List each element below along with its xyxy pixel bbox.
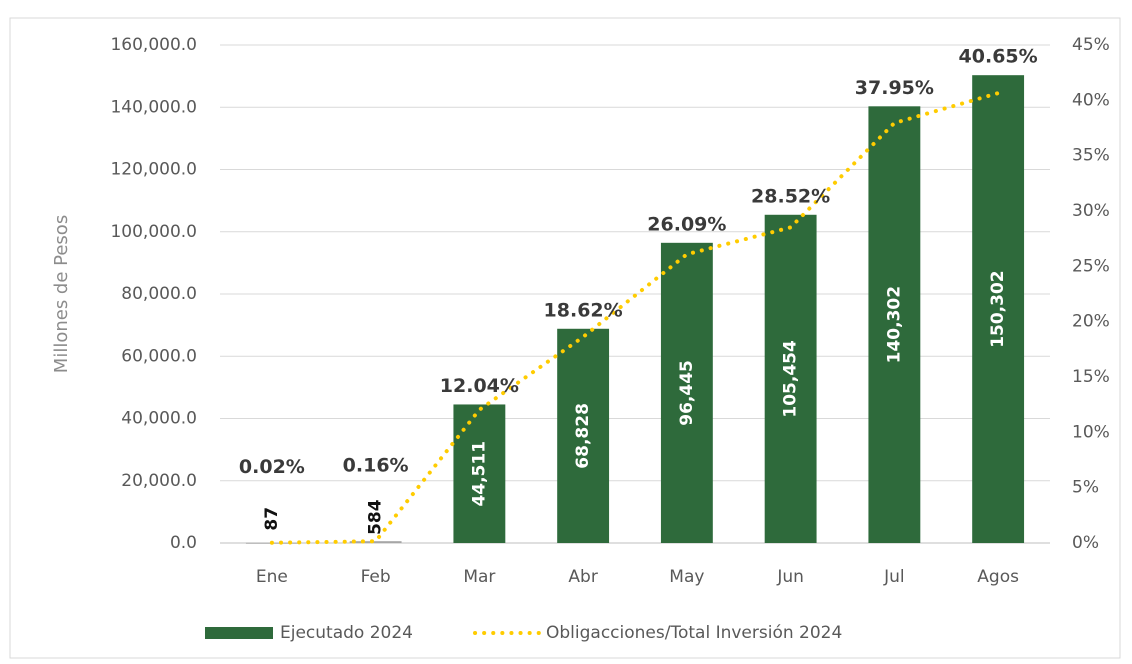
y2-tick-label: 10% xyxy=(1072,422,1110,442)
line-value-label: 18.62% xyxy=(544,299,623,321)
x-tick-label: Ene xyxy=(256,567,288,587)
line-value-label: 0.02% xyxy=(239,456,305,478)
bar-value-label: 584 xyxy=(366,499,386,535)
x-tick-label: May xyxy=(669,567,704,587)
y-tick-label: 40,000.0 xyxy=(121,409,197,429)
bar xyxy=(660,242,713,543)
y-tick-label: 140,000.0 xyxy=(110,97,197,117)
x-tick-label: Agos xyxy=(977,567,1019,587)
line-value-label: 12.04% xyxy=(440,375,519,397)
y-tick-label: 80,000.0 xyxy=(121,284,197,304)
line-value-label: 26.09% xyxy=(647,213,726,235)
bar xyxy=(972,75,1025,543)
bar xyxy=(349,541,402,543)
bar-value-label: 68,828 xyxy=(573,403,593,469)
y-tick-label: 0.0 xyxy=(170,533,197,553)
y2-tick-label: 15% xyxy=(1072,367,1110,387)
line-value-label: 40.65% xyxy=(959,46,1038,68)
y2-tick-label: 0% xyxy=(1072,533,1099,553)
y-tick-label: 160,000.0 xyxy=(110,35,197,55)
y-axis-title: Millones de Pesos xyxy=(51,215,72,373)
bar-value-label: 140,302 xyxy=(884,286,904,363)
x-tick-label: Abr xyxy=(568,567,597,587)
legend-label: Ejecutado 2024 xyxy=(280,623,413,643)
x-tick-label: Jul xyxy=(883,567,905,587)
x-tick-label: Feb xyxy=(361,567,391,587)
bar-value-label: 105,454 xyxy=(781,340,801,418)
line xyxy=(269,91,1001,545)
bar-value-label: 150,302 xyxy=(988,270,1008,347)
x-tick-label: Jun xyxy=(776,567,804,587)
bar xyxy=(868,106,921,543)
y-tick-label: 100,000.0 xyxy=(110,222,197,242)
line-value-label: 0.16% xyxy=(343,455,409,477)
y2-tick-label: 20% xyxy=(1072,312,1110,332)
y2-tick-label: 5% xyxy=(1072,478,1099,498)
y2-tick-label: 30% xyxy=(1072,201,1110,221)
y2-tick-label: 25% xyxy=(1072,256,1110,276)
line-value-label: 28.52% xyxy=(751,185,830,207)
bar-value-label: 96,445 xyxy=(677,360,697,426)
bar-value-label: 87 xyxy=(262,507,282,531)
x-tick-label: Mar xyxy=(463,567,495,587)
y-tick-label: 120,000.0 xyxy=(110,160,197,180)
bar-value-label: 44,511 xyxy=(469,441,489,507)
legend-label: Obligacciones/Total Inversión 2024 xyxy=(546,623,842,643)
bar xyxy=(557,328,610,543)
y2-tick-label: 40% xyxy=(1072,90,1110,110)
legend-swatch xyxy=(205,627,273,639)
line-value-label: 37.95% xyxy=(855,77,934,99)
y-tick-label: 60,000.0 xyxy=(121,346,197,366)
y-tick-label: 20,000.0 xyxy=(121,471,197,491)
y2-tick-label: 35% xyxy=(1072,146,1110,166)
bar xyxy=(453,404,506,543)
bar xyxy=(764,214,817,544)
y2-tick-label: 45% xyxy=(1072,35,1110,55)
